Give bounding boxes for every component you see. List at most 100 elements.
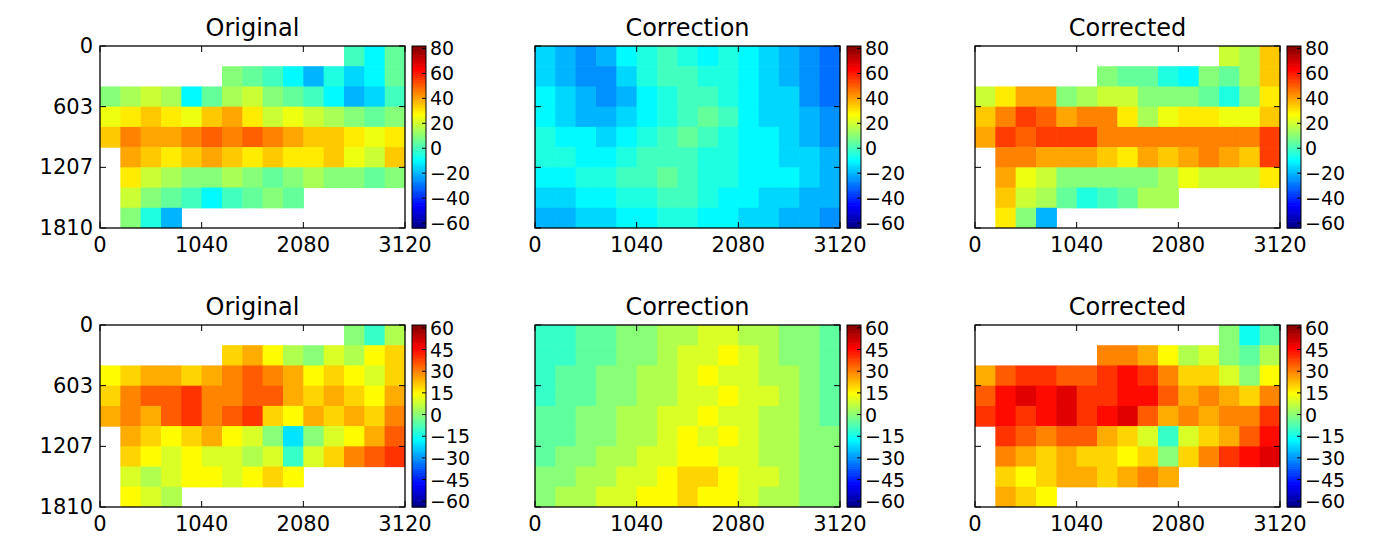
cell: [535, 467, 556, 488]
colorbar-tick: [857, 392, 861, 393]
cell: [364, 406, 385, 427]
cell: [616, 406, 637, 427]
cell: [242, 66, 263, 87]
y-tick: [535, 385, 541, 386]
cell: [344, 147, 365, 168]
y-tick: [975, 385, 981, 386]
colorbar-tick-label: −15: [865, 425, 905, 447]
colorbar-tick-label: −40: [865, 187, 905, 209]
y-tick-label: 603: [53, 374, 93, 398]
cell: [202, 386, 223, 407]
cell: [677, 188, 698, 209]
cell: [555, 325, 576, 346]
y-tick-label: 1207: [40, 434, 93, 458]
x-tick: [636, 222, 637, 228]
cell: [779, 147, 800, 168]
cell: [181, 446, 202, 467]
cell: [324, 107, 345, 128]
cell: [820, 386, 840, 407]
cell: [637, 325, 658, 346]
x-tick-label: 2080: [712, 233, 765, 257]
cell: [820, 188, 840, 209]
cell: [1016, 86, 1037, 107]
cell: [576, 345, 597, 366]
cell: [799, 167, 820, 188]
cell: [1036, 188, 1057, 209]
colorbar-tick: [1297, 501, 1301, 502]
cell: [161, 446, 182, 467]
x-tick: [738, 325, 739, 331]
cell: [535, 188, 556, 209]
cell: [718, 127, 739, 148]
plot-area: [975, 325, 1280, 507]
cell: [995, 487, 1016, 507]
cell: [555, 487, 576, 507]
cell: [303, 386, 324, 407]
x-tick: [535, 501, 536, 507]
cell: [1158, 406, 1179, 427]
cell: [1097, 66, 1118, 87]
cell: [596, 46, 617, 67]
cell: [222, 467, 243, 488]
cell: [1036, 147, 1057, 168]
cell: [799, 127, 820, 148]
cell: [1158, 86, 1179, 107]
cell: [141, 208, 162, 228]
cell: [1077, 426, 1098, 447]
colorbar-tick: [422, 123, 426, 124]
x-tick: [1076, 222, 1077, 228]
cell: [779, 467, 800, 488]
cell: [657, 107, 678, 128]
cell: [1138, 86, 1159, 107]
cell: [779, 167, 800, 188]
cell: [616, 147, 637, 168]
colorbar-tick: [1297, 349, 1301, 350]
cell: [100, 406, 121, 427]
cell: [364, 345, 385, 366]
cell: [303, 86, 324, 107]
cell: [1036, 386, 1057, 407]
cell: [1260, 86, 1280, 107]
cell: [1036, 365, 1057, 386]
cell: [100, 86, 121, 107]
cell: [820, 345, 840, 366]
colorbar-tick-label: 60: [430, 317, 454, 339]
cell: [1077, 86, 1098, 107]
cell: [1077, 127, 1098, 148]
y-tick: [535, 446, 541, 447]
cell: [555, 46, 576, 67]
cell: [1117, 86, 1138, 107]
x-tick: [1178, 46, 1179, 52]
cell: [779, 107, 800, 128]
cell: [1036, 446, 1057, 467]
cell: [1138, 365, 1159, 386]
cell: [202, 365, 223, 386]
cell: [698, 487, 719, 507]
x-tick: [1076, 46, 1077, 52]
colorbar-tick-label: −60: [430, 490, 470, 512]
cell: [1036, 167, 1057, 188]
cell: [385, 325, 405, 346]
title: Original: [206, 293, 300, 321]
cell: [1117, 167, 1138, 188]
y-tick: [535, 325, 541, 326]
y-tick: [399, 46, 405, 47]
colorbar-tick: [1297, 98, 1301, 99]
cell: [677, 345, 698, 366]
cell: [364, 127, 385, 148]
cell: [995, 107, 1016, 128]
cell: [1056, 386, 1077, 407]
cell: [324, 406, 345, 427]
cell: [324, 167, 345, 188]
cell: [637, 127, 658, 148]
colorbar-tick-label: 60: [1305, 62, 1329, 84]
y-tick: [1274, 325, 1280, 326]
cell: [995, 208, 1016, 228]
cell: [1036, 107, 1057, 128]
colorbar-tick: [1297, 327, 1301, 328]
cell: [283, 345, 304, 366]
cell: [637, 188, 658, 209]
cell: [698, 467, 719, 488]
x-tick-label: 0: [93, 233, 106, 257]
cell: [202, 426, 223, 447]
